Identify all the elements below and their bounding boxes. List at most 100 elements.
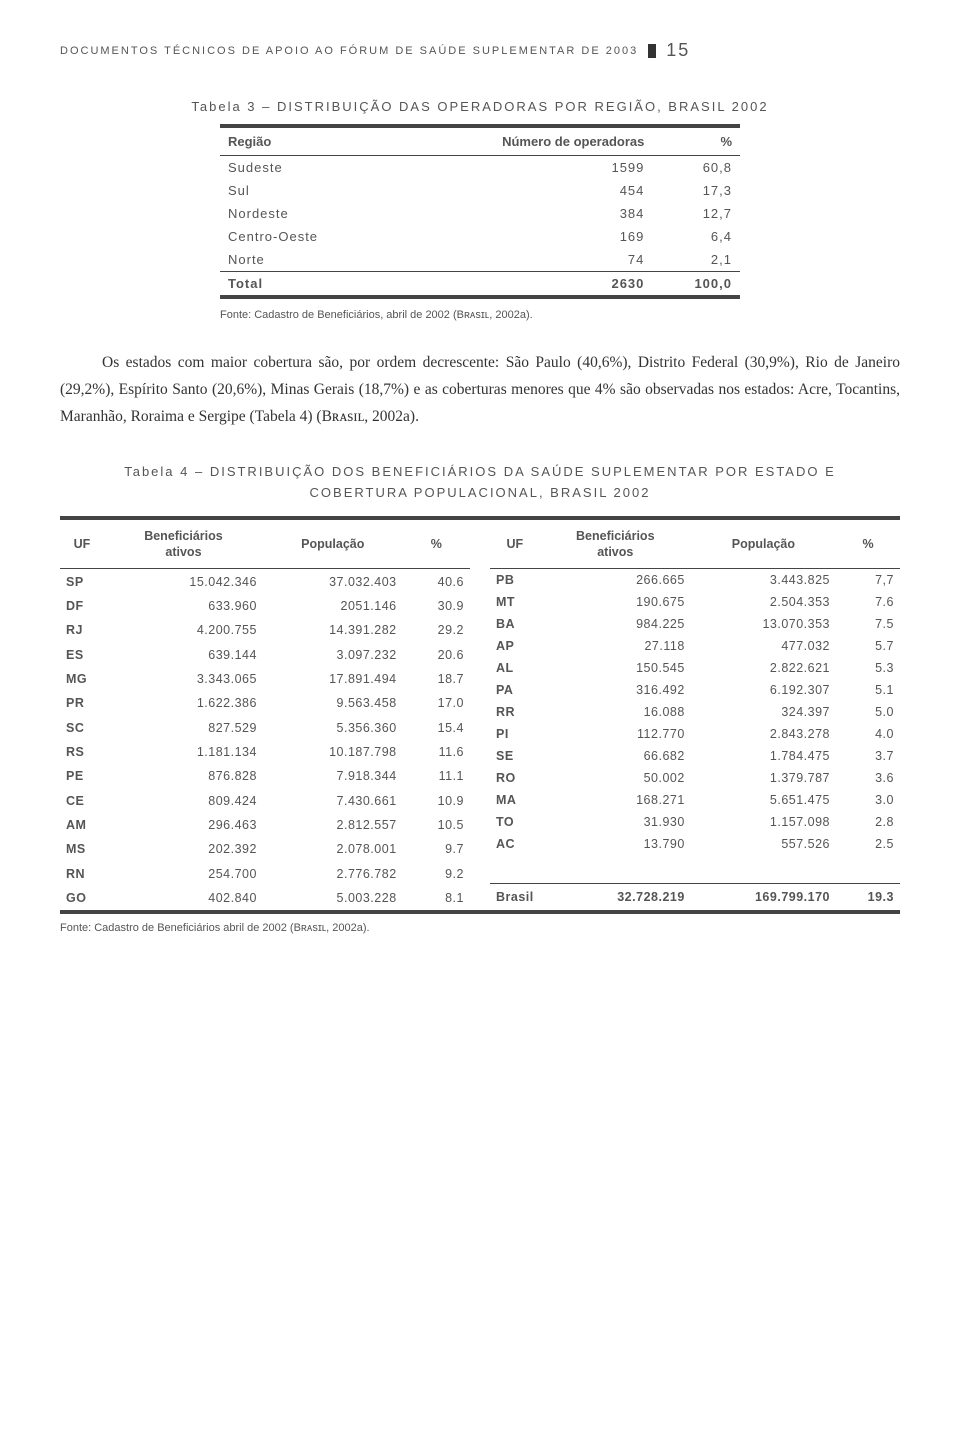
cell-ben: 13.790 xyxy=(540,833,691,855)
table3-col-region: Região xyxy=(220,126,393,156)
cell-ben: 266.665 xyxy=(540,569,691,592)
table4-col-pop: População xyxy=(691,520,836,569)
table-row: SE66.6821.784.4753.7 xyxy=(490,745,900,767)
cell-ben: 168.271 xyxy=(540,789,691,811)
cell-pct: 100,0 xyxy=(652,272,740,298)
cell-region: Sudeste xyxy=(220,156,393,180)
cell-pop: 6.192.307 xyxy=(691,679,836,701)
cell-pct: 6,4 xyxy=(652,225,740,248)
cell-pop: 37.032.403 xyxy=(263,569,403,594)
cell-pct: 2.5 xyxy=(836,833,900,855)
cell-pop: 2051.146 xyxy=(263,594,403,618)
table3-col-ops: Número de operadoras xyxy=(393,126,652,156)
cell-ben: 16.088 xyxy=(540,701,691,723)
table4-left: UF Beneficiáriosativos População % SP15.… xyxy=(60,520,470,911)
cell-uf: Brasil xyxy=(490,884,540,911)
cell-uf: SE xyxy=(490,745,540,767)
cell-ben: 254.700 xyxy=(104,862,263,886)
table-row: RN254.7002.776.7829.2 xyxy=(60,862,470,886)
cell-pct: 20.6 xyxy=(403,643,470,667)
table-row: RJ4.200.75514.391.28229.2 xyxy=(60,618,470,642)
table-row: SP15.042.34637.032.40340.6 xyxy=(60,569,470,594)
cell-uf: RN xyxy=(60,862,104,886)
table-row: MT190.6752.504.3537.6 xyxy=(490,591,900,613)
table3-total-row: Total2630100,0 xyxy=(220,272,740,298)
cell-pct: 11.6 xyxy=(403,740,470,764)
table-row: PE876.8287.918.34411.1 xyxy=(60,764,470,788)
page-number: 15 xyxy=(666,40,690,61)
cell-pct: 3.6 xyxy=(836,767,900,789)
cell-uf: PR xyxy=(60,691,104,715)
cell-uf: BA xyxy=(490,613,540,635)
cell-pct: 8.1 xyxy=(403,886,470,910)
cell-pct: 19.3 xyxy=(836,884,900,911)
table-row: AL150.5452.822.6215.3 xyxy=(490,657,900,679)
cell-pop: 1.784.475 xyxy=(691,745,836,767)
cell-ben: 15.042.346 xyxy=(104,569,263,594)
cell-pop: 1.379.787 xyxy=(691,767,836,789)
table-row: PI112.7702.843.2784.0 xyxy=(490,723,900,745)
table-row: Centro-Oeste1696,4 xyxy=(220,225,740,248)
cell-ben: 876.828 xyxy=(104,764,263,788)
cell-pct: 17,3 xyxy=(652,179,740,202)
table4-caption: Tabela 4 – DISTRIBUIÇÃO DOS BENEFICIÁRIO… xyxy=(120,462,840,504)
cell-uf: RO xyxy=(490,767,540,789)
cell-pct: 30.9 xyxy=(403,594,470,618)
cell-pct: 3.7 xyxy=(836,745,900,767)
table-row: ES639.1443.097.23220.6 xyxy=(60,643,470,667)
cell-pop: 3.443.825 xyxy=(691,569,836,592)
cell-pct: 29.2 xyxy=(403,618,470,642)
table-row: AC13.790557.5262.5 xyxy=(490,833,900,855)
cell-pop: 557.526 xyxy=(691,833,836,855)
cell-pct: 5.7 xyxy=(836,635,900,657)
cell-ops: 384 xyxy=(393,202,652,225)
cell-pop: 13.070.353 xyxy=(691,613,836,635)
table3: Região Número de operadoras % Sudeste159… xyxy=(220,124,740,299)
cell-pct: 40.6 xyxy=(403,569,470,594)
cell-ben: 809.424 xyxy=(104,789,263,813)
cell-pct: 2,1 xyxy=(652,248,740,272)
cell-pct: 9.2 xyxy=(403,862,470,886)
table4-source: Fonte: Cadastro de Beneficiários abril d… xyxy=(60,922,900,934)
cell-uf: MT xyxy=(490,591,540,613)
table-row: BA984.22513.070.3537.5 xyxy=(490,613,900,635)
table-row: RO50.0021.379.7873.6 xyxy=(490,767,900,789)
table-row: TO31.9301.157.0982.8 xyxy=(490,811,900,833)
cell-uf: CE xyxy=(60,789,104,813)
cell-ben: 984.225 xyxy=(540,613,691,635)
cell-uf: SP xyxy=(60,569,104,594)
cell-uf: PB xyxy=(490,569,540,592)
cell-pct: 5.1 xyxy=(836,679,900,701)
cell-pct: 10.9 xyxy=(403,789,470,813)
cell-pop: 7.430.661 xyxy=(263,789,403,813)
cell-pct: 18.7 xyxy=(403,667,470,691)
cell-pop: 2.843.278 xyxy=(691,723,836,745)
cell-pop: 7.918.344 xyxy=(263,764,403,788)
table-row: PA316.4926.192.3075.1 xyxy=(490,679,900,701)
cell-ben: 4.200.755 xyxy=(104,618,263,642)
cell-uf: TO xyxy=(490,811,540,833)
table-row: Sudeste159960,8 xyxy=(220,156,740,180)
cell-ben: 1.181.134 xyxy=(104,740,263,764)
table-row: PB266.6653.443.8257,7 xyxy=(490,569,900,592)
table-row: AP27.118477.0325.7 xyxy=(490,635,900,657)
cell-ben: 1.622.386 xyxy=(104,691,263,715)
cell-ops: 2630 xyxy=(393,272,652,298)
table-row: GO402.8405.003.2288.1 xyxy=(60,886,470,910)
cell-ben: 316.492 xyxy=(540,679,691,701)
table3-col-pct: % xyxy=(652,126,740,156)
cell-ops: 169 xyxy=(393,225,652,248)
table-row: Norte742,1 xyxy=(220,248,740,272)
cell-ben: 296.463 xyxy=(104,813,263,837)
cell-ben: 150.545 xyxy=(540,657,691,679)
cell-ben: 66.682 xyxy=(540,745,691,767)
cell-uf: AC xyxy=(490,833,540,855)
cell-ben: 402.840 xyxy=(104,886,263,910)
table3-source: Fonte: Cadastro de Beneficiários, abril … xyxy=(220,309,900,321)
cell-pct: 7,7 xyxy=(836,569,900,592)
cell-ops: 1599 xyxy=(393,156,652,180)
cell-pop: 2.812.557 xyxy=(263,813,403,837)
cell-uf: PI xyxy=(490,723,540,745)
table4-right: UF Beneficiáriosativos População % PB266… xyxy=(490,520,900,911)
cell-pct: 10.5 xyxy=(403,813,470,837)
